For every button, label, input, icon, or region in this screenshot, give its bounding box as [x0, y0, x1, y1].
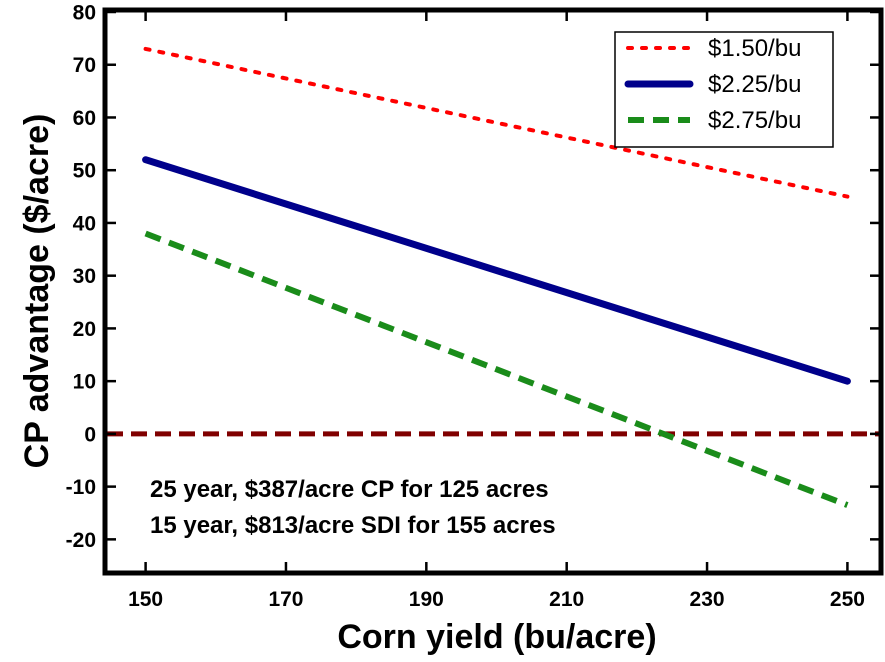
plot-content	[107, 46, 879, 508]
y-tick-label: 0	[84, 423, 96, 446]
y-axis-title: CP advantage ($/acre)	[18, 114, 56, 469]
x-tick-label: 170	[268, 588, 303, 611]
legend: $1.50/bu $2.25/bu $2.75/bu	[614, 31, 834, 148]
y-tick-label: 40	[73, 212, 96, 235]
x-tick-label: 150	[128, 588, 163, 611]
axes-ticks: 150 170 190 210 230 250 -20 -10 0 10 20 30 40 50 60 70 8…	[66, 2, 879, 611]
y-tick-label: 70	[73, 54, 96, 77]
x-tick-label: 250	[830, 588, 865, 611]
y-tick-label: 60	[73, 107, 96, 130]
y-tick-label: 80	[73, 2, 96, 25]
legend-box	[614, 31, 834, 148]
y-tick-label: 50	[73, 160, 96, 183]
x-tick-label: 230	[690, 588, 725, 611]
y-tick-label: 20	[73, 318, 96, 341]
y-tick-label: 10	[73, 371, 96, 394]
y-tick-label: -20	[66, 529, 96, 552]
plot-frame	[102, 7, 884, 576]
legend-label-1: $1.50/bu	[708, 35, 801, 62]
x-axis-title: Corn yield (bu/acre)	[337, 618, 656, 656]
x-tick-label: 190	[409, 588, 444, 611]
y-tick-label: -10	[66, 476, 96, 499]
legend-label-3: $2.75/bu	[708, 107, 801, 134]
annotation-line-2: 15 year, $813/acre SDI for 155 acres	[150, 512, 556, 539]
legend-label-2: $2.25/bu	[708, 71, 801, 98]
series-line-2	[142, 156, 851, 385]
annotation-line-1: 25 year, $387/acre CP for 125 acres	[150, 476, 549, 503]
series-line-3	[144, 230, 849, 508]
y-tick-label: 30	[73, 265, 96, 288]
x-tick-label: 210	[549, 588, 584, 611]
